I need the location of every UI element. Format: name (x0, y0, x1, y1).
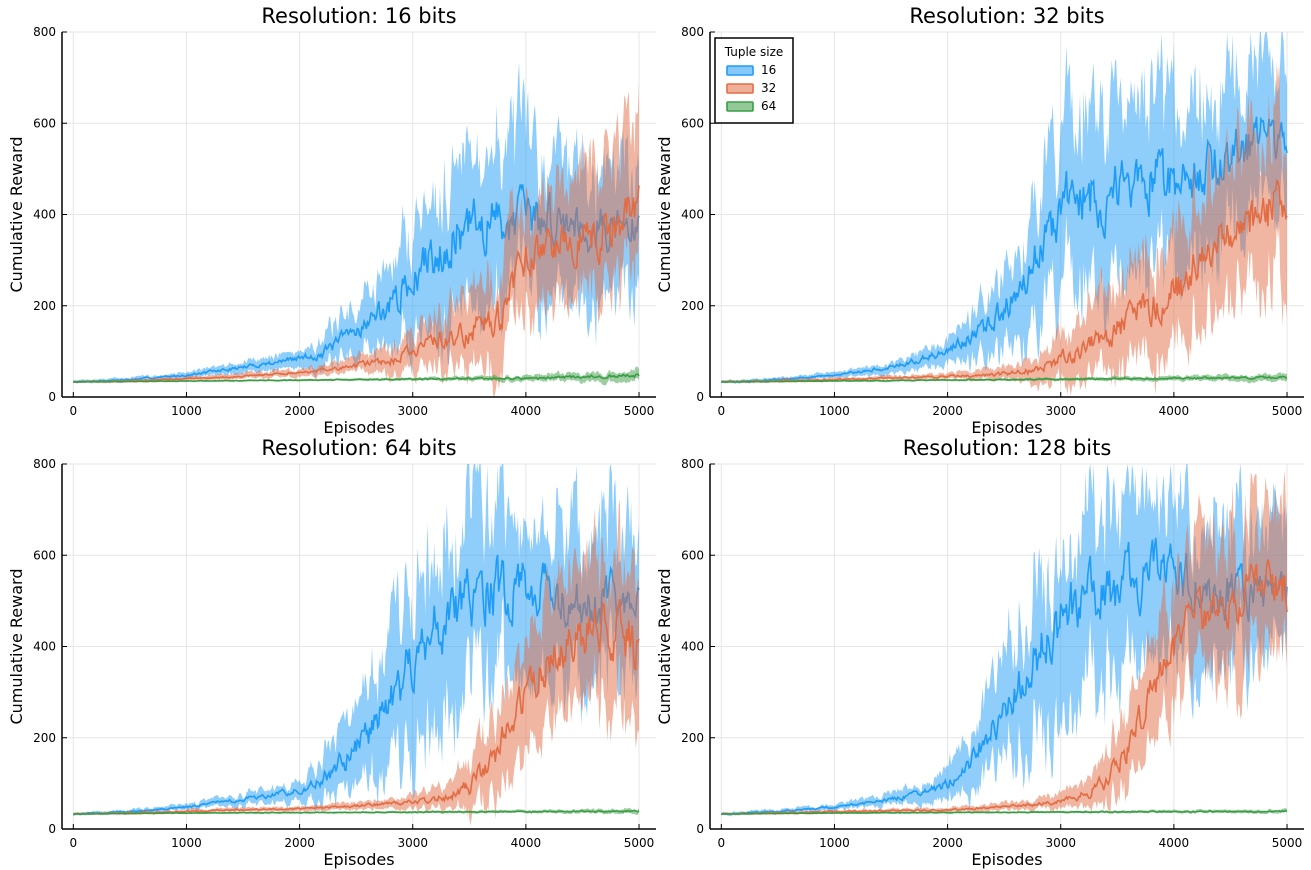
x-tick-label: 0 (717, 404, 725, 418)
legend-swatch-64 (726, 101, 754, 112)
series-16-band (73, 62, 640, 384)
y-tick-label: 200 (33, 299, 56, 313)
y-tick-label: 800 (33, 457, 56, 471)
y-tick-label: 600 (681, 548, 704, 562)
y-tick-label: 200 (681, 731, 704, 745)
y-axis-label: Cumulative Reward (655, 569, 674, 725)
y-tick-label: 0 (696, 822, 704, 836)
x-tick-label: 1000 (171, 404, 202, 418)
x-tick-label: 4000 (1159, 836, 1190, 850)
x-tick-label: 2000 (932, 836, 963, 850)
series-32-line (721, 559, 1288, 815)
series-32-line (721, 178, 1288, 383)
y-tick-label: 800 (681, 25, 704, 39)
x-tick-label: 3000 (397, 836, 428, 850)
y-tick-label: 0 (48, 390, 56, 404)
x-tick-label: 2000 (284, 836, 315, 850)
panel-1: 0 1000 2000 3000 4000 5000 0 200 400 600 800 Resolu… (655, 4, 1304, 437)
y-axis-label: Cumulative Reward (7, 569, 26, 725)
y-tick-label: 400 (33, 640, 56, 654)
x-tick-label: 5000 (1272, 404, 1303, 418)
x-tick-label: 1000 (819, 836, 850, 850)
legend-swatch-32 (726, 83, 754, 94)
x-tick-label: 5000 (624, 836, 655, 850)
x-tick-label: 1000 (819, 404, 850, 418)
y-tick-label: 200 (681, 299, 704, 313)
x-axis-label: Episodes (971, 850, 1042, 869)
panel-2: 0 1000 2000 3000 4000 5000 0 200 400 600 800 Resolu… (7, 436, 656, 869)
y-tick-label: 400 (33, 208, 56, 222)
x-tick-label: 4000 (511, 404, 542, 418)
y-tick-label: 600 (681, 116, 704, 130)
legend-entry-16: 16 (761, 63, 776, 77)
x-tick-label: 2000 (932, 404, 963, 418)
x-tick-label: 4000 (1159, 404, 1190, 418)
y-tick-label: 400 (681, 208, 704, 222)
y-axis-label: Cumulative Reward (655, 137, 674, 293)
chart-title: Resolution: 16 bits (261, 4, 456, 28)
series-16-band (721, 464, 1287, 817)
x-tick-label: 3000 (1045, 836, 1076, 850)
legend-swatch-16 (726, 65, 754, 76)
x-tick-label: 3000 (397, 404, 428, 418)
series-64-line (721, 809, 1288, 815)
series-64-line (73, 809, 640, 815)
series-32-line (73, 185, 640, 383)
y-tick-label: 600 (33, 116, 56, 130)
legend: Tuple size 16 32 64 (714, 37, 794, 124)
panel-0: 0 1000 2000 3000 4000 5000 0 200 400 600 800 Resolu… (7, 4, 656, 437)
y-axis-label: Cumulative Reward (7, 137, 26, 293)
x-axis-label: Episodes (323, 850, 394, 869)
chart-title: Resolution: 128 bits (903, 436, 1112, 460)
chart-title: Resolution: 32 bits (909, 4, 1104, 28)
chart-title: Resolution: 64 bits (261, 436, 456, 460)
series-16-band (73, 464, 640, 816)
series-32-band (721, 62, 1287, 396)
legend-title: Tuple size (724, 45, 784, 59)
panel-3: 0 1000 2000 3000 4000 5000 0 200 400 600 800 Resolu… (655, 436, 1304, 869)
x-tick-label: 1000 (171, 836, 202, 850)
y-tick-label: 0 (696, 390, 704, 404)
x-tick-label: 0 (717, 836, 725, 850)
y-tick-label: 800 (681, 457, 704, 471)
series-32-band (73, 499, 640, 826)
series-16-line (73, 554, 640, 816)
x-tick-label: 3000 (1045, 404, 1076, 418)
series-32-band (721, 470, 1287, 816)
y-tick-label: 200 (33, 731, 56, 745)
y-tick-label: 400 (681, 640, 704, 654)
x-tick-label: 2000 (284, 404, 315, 418)
x-tick-label: 4000 (511, 836, 542, 850)
x-tick-label: 5000 (1272, 836, 1303, 850)
y-tick-label: 0 (48, 822, 56, 836)
legend-entry-64: 64 (761, 99, 776, 113)
x-axis-label: Episodes (971, 418, 1042, 437)
x-tick-label: 0 (69, 836, 77, 850)
series-32-band (73, 83, 640, 397)
series-64-line (73, 373, 640, 383)
series-64-line (721, 375, 1288, 383)
x-tick-label: 0 (69, 404, 77, 418)
y-tick-label: 600 (33, 548, 56, 562)
legend-entry-32: 32 (761, 81, 776, 95)
series-32-line (73, 598, 640, 815)
x-tick-label: 5000 (624, 404, 655, 418)
y-tick-label: 800 (33, 25, 56, 39)
x-axis-label: Episodes (323, 418, 394, 437)
